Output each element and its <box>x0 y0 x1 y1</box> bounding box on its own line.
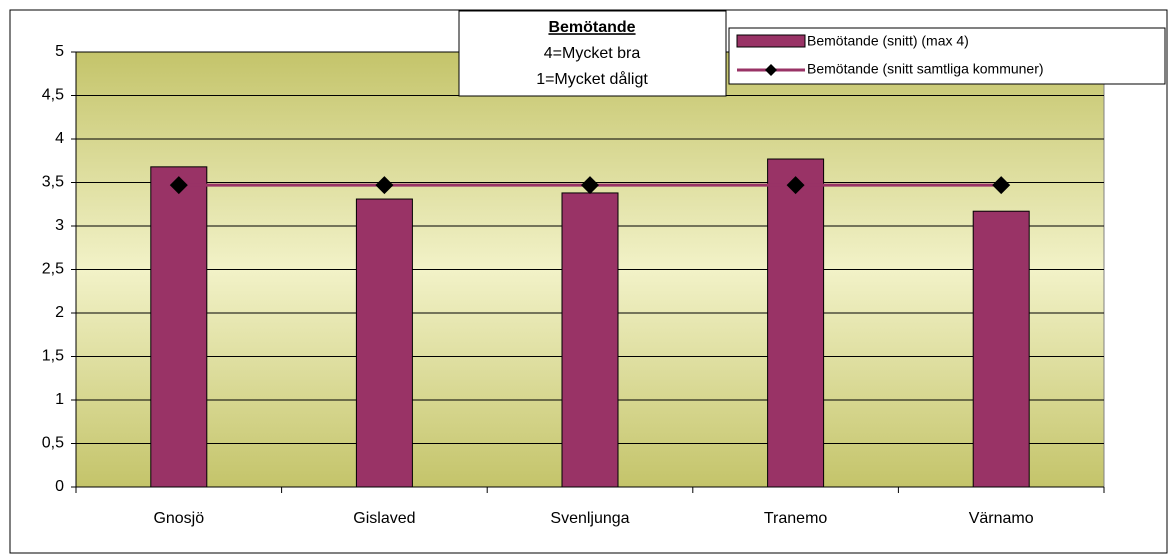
y-tick-label: 0,5 <box>42 435 64 452</box>
legend-swatch <box>736 34 806 48</box>
bar <box>972 210 1030 488</box>
marker <box>169 176 188 195</box>
bar <box>767 158 825 488</box>
y-tick-label: 1,5 <box>42 348 64 365</box>
marker <box>581 176 599 195</box>
y-tick-label: 4 <box>55 130 64 147</box>
bar <box>561 192 619 488</box>
y-tick-label: 2 <box>55 304 64 321</box>
legend-marker <box>765 64 777 76</box>
subtitle: 4=Mycket bra <box>544 45 641 62</box>
y-tick-label: 0 <box>55 478 64 495</box>
title-box <box>458 10 727 97</box>
legend-label: Bemötande (snitt samtliga kommuner) <box>807 61 1044 77</box>
chart-title: Bemötande <box>548 19 635 36</box>
y-tick-label: 2,5 <box>42 261 64 278</box>
marker <box>375 176 394 195</box>
marker <box>786 176 805 195</box>
y-tick-label: 3 <box>55 217 64 234</box>
x-tick-label: Svenljunga <box>550 510 629 527</box>
x-tick-label: Värnamo <box>969 510 1034 527</box>
x-tick-label: Tranemo <box>764 510 828 527</box>
legend-label: Bemötande (snitt) (max 4) <box>807 33 969 49</box>
subtitle: 1=Mycket dåligt <box>536 70 648 88</box>
y-tick-label: 3,5 <box>42 174 64 191</box>
marker <box>992 176 1011 195</box>
x-tick-label: Gislaved <box>353 510 415 527</box>
bar <box>150 166 208 488</box>
x-tick-label: Gnosjö <box>153 510 204 527</box>
bar <box>355 198 413 488</box>
y-tick-label: 4,5 <box>42 87 64 104</box>
y-tick-label: 1 <box>55 391 64 408</box>
y-tick-label: 5 <box>55 43 64 60</box>
